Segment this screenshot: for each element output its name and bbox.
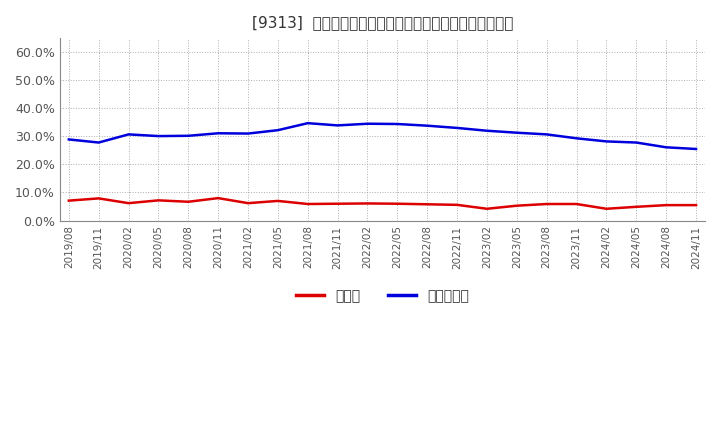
Title: [9313]  現顀金、有利子負債の総資産に対する比率の推移: [9313] 現顀金、有利子負債の総資産に対する比率の推移: [252, 15, 513, 30]
Legend: 現顀金, 有利子負債: 現顀金, 有利子負債: [291, 283, 474, 308]
